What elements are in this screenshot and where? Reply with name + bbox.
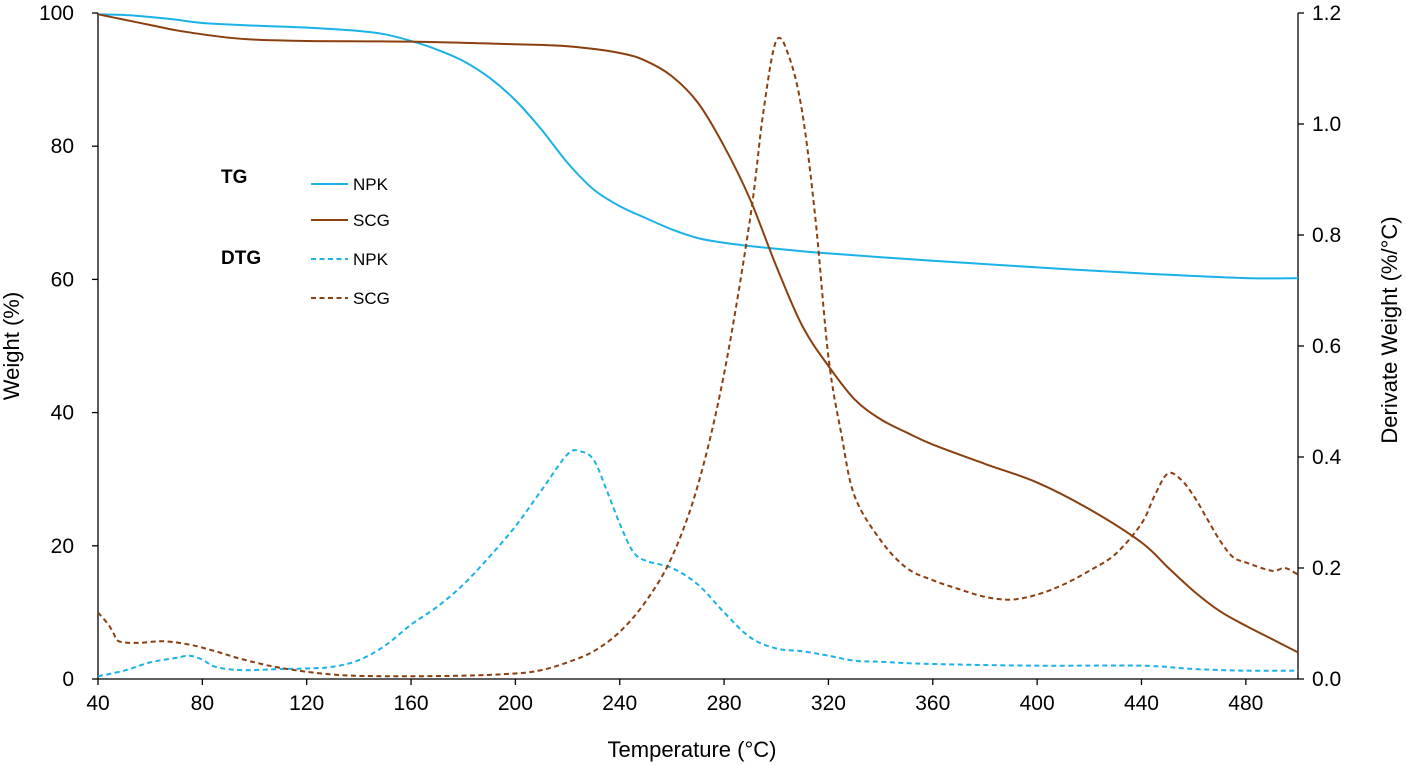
series-dtg-npk-line: [97, 449, 1299, 678]
y-axis-title: Weight (%): [0, 292, 24, 400]
legend-group-title: DTG: [221, 248, 261, 269]
series-dtg-scg-line: [97, 36, 1299, 678]
y2-tick-label: 0.6: [1312, 335, 1341, 358]
x-tick-label: 440: [1124, 692, 1159, 715]
x-tick-label: 400: [1020, 692, 1055, 715]
plot-lines: [97, 13, 1299, 678]
y-tick-label: 20: [51, 535, 74, 558]
y2-tick-label: 1.0: [1312, 113, 1341, 136]
y2-tick-label: 0.8: [1312, 224, 1341, 247]
legend-label: SCG: [353, 289, 390, 308]
axes: 40 80 120 160 200 240 280 320 360 400 440 480 0 20 40 6…: [39, 2, 1342, 715]
y-tick-label: 100: [39, 2, 74, 25]
x-tick-label: 200: [498, 692, 533, 715]
legend-label: NPK: [353, 250, 389, 269]
y-tick-label: 40: [51, 402, 74, 425]
y2-tick-label: 0.4: [1312, 446, 1342, 469]
x-tick-label: 360: [915, 692, 950, 715]
x-tick-label: 480: [1228, 692, 1263, 715]
y-tick-label: 60: [51, 268, 74, 291]
y2-axis-title: Derivate Weight (%/°C): [1377, 216, 1402, 443]
legend-group-title: TG: [221, 167, 247, 188]
y-tick-label: 0: [62, 668, 74, 691]
x-tick-label: 280: [707, 692, 742, 715]
series-tg-npk-line: [97, 13, 1299, 280]
y2-tick-label: 0.0: [1312, 668, 1341, 691]
y2-tick-label: 0.2: [1312, 557, 1341, 580]
x-tick-label: 120: [289, 692, 324, 715]
x-tick-label: 80: [191, 692, 214, 715]
legend-label: NPK: [353, 175, 389, 194]
series-tg-scg-line: [97, 13, 1299, 654]
x-axis-title: Temperature (°C): [608, 737, 777, 762]
legend-label: SCG: [353, 211, 390, 230]
legend: TG NPK SCG DTG NPK SCG: [221, 167, 390, 308]
x-tick-label: 240: [602, 692, 637, 715]
y-tick-label: 80: [51, 135, 74, 158]
y2-tick-label: 1.2: [1312, 2, 1341, 25]
x-tick-label: 160: [394, 692, 429, 715]
x-tick-label: 40: [86, 692, 109, 715]
x-tick-label: 320: [811, 692, 846, 715]
